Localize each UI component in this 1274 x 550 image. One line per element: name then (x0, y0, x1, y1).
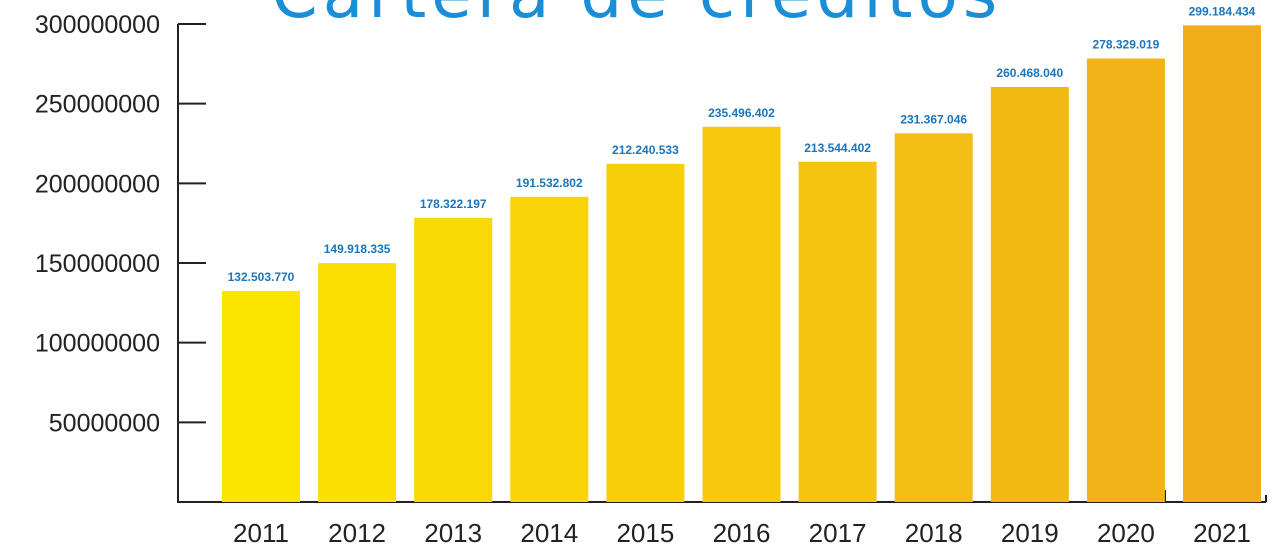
bar (222, 290, 300, 502)
bar (510, 196, 589, 502)
x-tick-label: 2017 (809, 518, 867, 548)
x-tick-label: 2011 (233, 518, 289, 548)
x-axis-ticks: 2011 2012 2013 2014 2015 2016 2017 2018 2019 2020… (233, 518, 1251, 548)
bar (702, 126, 781, 503)
bar (318, 263, 397, 502)
x-tick-label: 2015 (616, 518, 674, 548)
x-tick-label: 2019 (1001, 518, 1059, 548)
chart-title: Cartera de créditos (0, 0, 1274, 28)
bar (414, 217, 493, 503)
y-tick-label: 150000000 (35, 250, 160, 278)
x-tick-label: 2021 (1193, 518, 1251, 548)
bar-value-label: 149.918.335 (324, 242, 391, 256)
x-tick-label: 2020 (1097, 518, 1155, 548)
x-tick-label: 2018 (905, 518, 963, 548)
y-axis-ticks: 50000000 100000000 150000000 200000000 25000… (35, 11, 206, 437)
bar (1086, 58, 1165, 503)
y-tick-label: 200000000 (35, 170, 160, 198)
x-tick-label: 2012 (328, 518, 386, 548)
bar-value-label: 260.468.040 (996, 66, 1063, 80)
bar-value-label: 178.322.197 (420, 197, 487, 211)
value-labels: 132.503.770 149.918.335 178.322.197 191.532… (228, 4, 1256, 284)
bar (1183, 25, 1261, 502)
bar-value-label: 132.503.770 (228, 270, 295, 284)
bar (798, 161, 877, 503)
bar (894, 133, 973, 503)
bar-value-label: 235.496.402 (708, 106, 775, 120)
y-tick-label: 50000000 (49, 409, 160, 437)
bar-value-label: 213.544.402 (804, 141, 871, 155)
y-tick-label: 250000000 (35, 91, 160, 119)
bar-value-label: 212.240.533 (612, 143, 679, 157)
chart-bars (222, 25, 1261, 503)
y-tick-label: 300000000 (35, 11, 160, 39)
x-tick-label: 2014 (520, 518, 578, 548)
bar (606, 163, 685, 502)
bar-value-label: 299.184.434 (1189, 4, 1256, 18)
bar-value-label: 231.367.046 (900, 112, 967, 126)
y-tick-label: 100000000 (35, 330, 160, 358)
bar-value-label: 278.329.019 (1093, 38, 1160, 52)
x-tick-label: 2016 (713, 518, 771, 548)
bar-value-label: 191.532.802 (516, 176, 583, 190)
x-tick-label: 2013 (424, 518, 482, 548)
bar (990, 86, 1069, 503)
